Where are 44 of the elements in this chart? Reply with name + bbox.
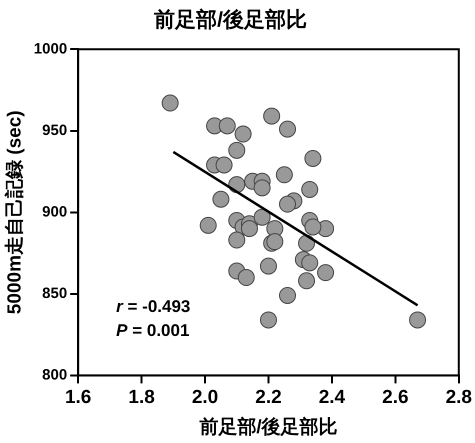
x-tick-label: 2.0 xyxy=(192,387,218,408)
point xyxy=(317,264,334,282)
point xyxy=(162,94,179,112)
point xyxy=(216,156,233,174)
point xyxy=(228,232,246,249)
point xyxy=(279,286,296,304)
point xyxy=(301,180,318,198)
point xyxy=(409,311,426,328)
chart-title: 前足部/後足部比 xyxy=(153,7,307,32)
y-tick-label: 850 xyxy=(42,284,68,302)
point xyxy=(301,254,318,272)
point xyxy=(260,311,277,328)
y-tick-label: 800 xyxy=(42,366,68,384)
x-tick-label: 2.4 xyxy=(318,387,346,408)
point xyxy=(279,196,296,213)
point xyxy=(304,150,322,167)
point xyxy=(276,166,293,184)
annotation: r = -0.493 xyxy=(116,297,190,316)
point xyxy=(266,233,284,250)
annotation: P = 0.001 xyxy=(116,321,190,340)
x-tick-label: 1.6 xyxy=(64,387,92,408)
point xyxy=(298,272,316,290)
x-tick-label: 2.6 xyxy=(382,387,409,408)
x-tick-label: 2.8 xyxy=(446,387,472,408)
point xyxy=(200,216,217,234)
y-axis-title: 5000m走自己記録 (sec) xyxy=(4,110,26,314)
point xyxy=(260,258,277,275)
y-tick-label: 1000 xyxy=(34,40,68,58)
x-tick-label: 1.8 xyxy=(128,387,155,408)
point xyxy=(238,269,255,286)
y-tick-label: 950 xyxy=(42,122,68,139)
x-tick-label: 2.2 xyxy=(255,387,282,408)
point xyxy=(304,218,322,236)
point xyxy=(228,142,246,159)
x-axis-title: 前足部/後足部比 xyxy=(198,416,338,438)
point xyxy=(254,179,271,196)
point xyxy=(234,126,252,143)
point xyxy=(254,208,271,226)
point xyxy=(218,117,236,134)
point xyxy=(279,120,296,138)
y-tick-label: 900 xyxy=(42,203,68,220)
point xyxy=(212,190,230,208)
point xyxy=(240,220,258,238)
point xyxy=(263,108,280,125)
